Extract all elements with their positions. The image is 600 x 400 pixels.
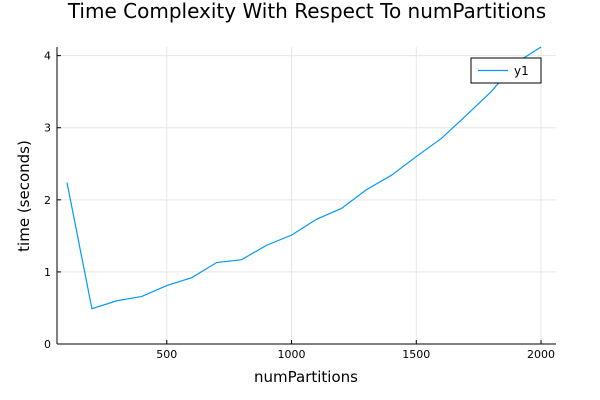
chart-title: Time Complexity With Respect To numParti… bbox=[67, 0, 546, 23]
legend: y1 bbox=[470, 57, 542, 84]
x-axis-label: numPartitions bbox=[254, 368, 358, 386]
axes-spines bbox=[56, 47, 556, 345]
y-tick-label: 1 bbox=[44, 266, 51, 279]
x-tick-label: 2000 bbox=[527, 348, 555, 361]
legend-label-y1: y1 bbox=[514, 64, 529, 78]
series-layer bbox=[66, 46, 542, 310]
grid bbox=[57, 47, 556, 345]
x-tick-label: 1500 bbox=[402, 348, 430, 361]
x-tick-label: 1000 bbox=[278, 348, 306, 361]
x-tick-label: 500 bbox=[156, 348, 177, 361]
y-tick-label: 4 bbox=[44, 50, 51, 63]
y-tick-label: 2 bbox=[44, 194, 51, 207]
series-line-y1 bbox=[66, 46, 542, 310]
axis-ticks: 500 1000 1500 2000 0 1 2 3 4 bbox=[44, 50, 555, 361]
y-tick-label: 3 bbox=[44, 122, 51, 135]
y-axis-label: time (seconds) bbox=[15, 140, 33, 252]
y-tick-label: 0 bbox=[44, 338, 51, 351]
